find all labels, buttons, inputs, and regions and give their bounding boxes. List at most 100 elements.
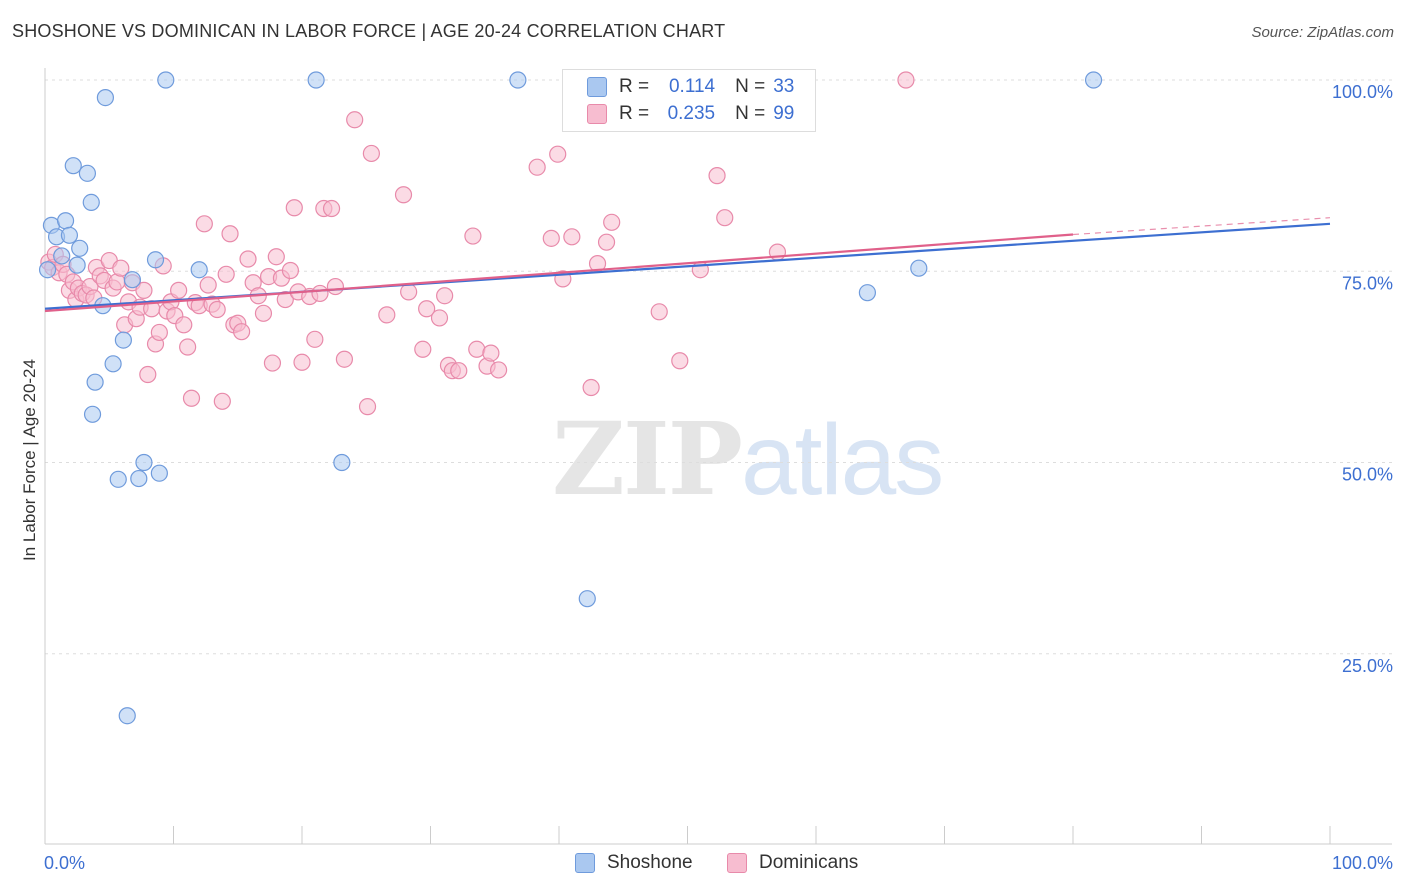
shoshone-point [509, 71, 527, 89]
shoshone-point [130, 469, 148, 488]
watermark: ZIPatlas [552, 400, 944, 518]
dominican-point [217, 265, 235, 283]
dominican-point [450, 362, 468, 380]
dominican-point [414, 340, 432, 358]
y-axis-title: In Labor Force | Age 20-24 [20, 359, 39, 561]
shoshone-point [146, 251, 165, 269]
shoshone-point [86, 373, 104, 391]
dominican-point [311, 284, 329, 303]
dominican-point [322, 199, 341, 218]
dominican-point [254, 304, 273, 322]
watermark-atlas: atlas [740, 404, 944, 516]
dominican-point [358, 398, 377, 416]
dominican-point [418, 300, 436, 318]
legend-r-label: R = [619, 103, 650, 124]
shoshone-point [333, 453, 351, 472]
dominican-point [650, 303, 668, 321]
legend-r-value: 0.235 [667, 103, 716, 124]
dominican-point [306, 330, 324, 348]
shoshone-point [82, 193, 100, 211]
shoshone-point [68, 256, 86, 274]
dominican-point [326, 277, 345, 296]
dominican-point [285, 199, 303, 217]
dominican-point [400, 283, 418, 301]
legend-row-shoshone: R = 0.114 N = 33 [587, 75, 794, 99]
dominican-point [436, 287, 454, 305]
watermark-zip: ZIP [552, 400, 743, 518]
legend-n-label: N = [735, 103, 766, 124]
shoshone-point [118, 707, 136, 725]
axis-layer [44, 68, 1392, 845]
shoshone-point [157, 71, 175, 89]
legend-swatch-dominicans [587, 104, 607, 124]
dominican-point [135, 281, 153, 299]
dominican-point [293, 353, 311, 371]
source-label: Source: ZipAtlas.com [1251, 24, 1394, 41]
shoshone-point [78, 164, 97, 182]
bottom-legend-dominicans: Dominicans [727, 850, 858, 876]
y-tick-label: 100.0% [1332, 82, 1393, 102]
dominican-point [276, 290, 294, 309]
dominican-point [150, 323, 168, 342]
dominican-point [430, 309, 449, 327]
y-tick-label: 25.0% [1342, 656, 1393, 676]
shoshone-point [123, 271, 141, 289]
dominican-point [267, 248, 285, 266]
legend-swatch-shoshone [587, 77, 607, 97]
legend-r-label: R = [619, 76, 650, 97]
shoshone-point [53, 247, 71, 265]
dominican-point [263, 354, 282, 372]
chart-title: SHOSHONE VS DOMINICAN IN LABOR FORCE | A… [12, 21, 726, 41]
legend-n-label: N = [735, 76, 766, 97]
trend-layer [44, 217, 1331, 313]
shoshone-point [578, 590, 596, 608]
dominican-point [603, 213, 621, 231]
dominican-point [549, 145, 567, 163]
dominican-point [671, 352, 689, 370]
dominican-point [464, 227, 482, 245]
label-layer: 25.0% 50.0% 75.0% 100.0% 0.0% 100.0% [44, 82, 1393, 873]
dominican-point [346, 111, 364, 129]
shoshone-point [109, 470, 127, 488]
dominican-point [208, 300, 226, 319]
dominican-point [112, 259, 130, 277]
shoshone-point [114, 331, 132, 349]
dominican-point [239, 250, 257, 268]
dominican-point [139, 365, 157, 384]
dominican-point [335, 350, 354, 368]
legend-r-value: 0.114 [668, 76, 716, 97]
dominican-point [233, 323, 251, 341]
shoshone-point [64, 157, 82, 175]
shoshone-point [71, 239, 89, 257]
y-tick-label: 75.0% [1342, 273, 1393, 293]
shoshone-point [56, 212, 75, 230]
shoshone-point [96, 88, 114, 107]
legend-row-dominicans: R = 0.235 N = 99 [587, 102, 794, 126]
shoshone-point [150, 464, 168, 482]
dominican-trend-line [44, 233, 1074, 313]
y-tick-label: 50.0% [1342, 465, 1393, 485]
dominican-point [213, 392, 231, 410]
dominican-point [195, 215, 213, 233]
dominican-point [490, 361, 508, 379]
shoshone-point [60, 226, 79, 244]
stats-legend: R = 0.114 N = 33 R = 0.235 N = 99 [562, 69, 816, 132]
shoshone-point [1084, 71, 1103, 89]
x-tick-label: 0.0% [44, 853, 85, 873]
dominican-point [897, 71, 915, 89]
dominican-point [182, 389, 201, 407]
shoshone-point [858, 284, 877, 302]
dominican-trend-extension [1072, 217, 1331, 236]
shoshone-point [104, 355, 122, 373]
dominican-point [170, 281, 188, 299]
x-tick-label: 100.0% [1332, 853, 1393, 873]
dominican-point [221, 225, 239, 243]
legend-n-value: 33 [773, 76, 795, 97]
dominican-point [378, 306, 396, 324]
bottom-legend-label-dominicans: Dominicans [759, 852, 859, 873]
bottom-legend-swatch-shoshone [575, 853, 595, 873]
dominican-point [708, 167, 726, 185]
dominican-point [542, 229, 560, 247]
dominican-point [179, 338, 197, 356]
